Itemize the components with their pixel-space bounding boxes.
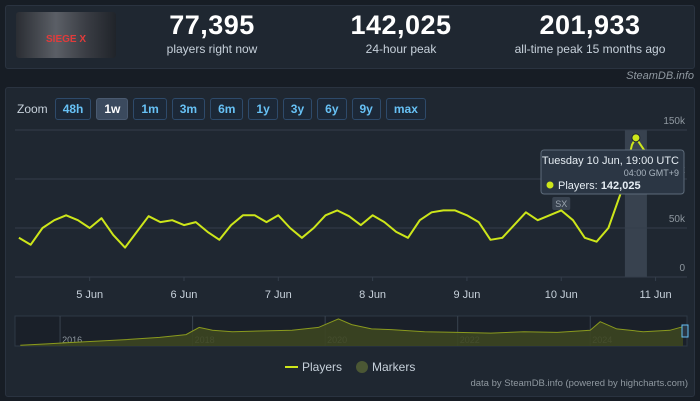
zoom-button[interactable]: 48h <box>54 98 92 120</box>
y-tick-label: 0 <box>679 263 685 274</box>
zoom-label: Zoom <box>17 102 48 116</box>
tooltip-swatch <box>546 181 554 189</box>
stat-label: all-time peak 15 months ago <box>514 42 666 56</box>
y-tick-label: 50k <box>669 214 686 225</box>
tooltip-title: Tuesday 10 Jun, 19:00 UTC <box>542 155 679 167</box>
x-tick-label: 5 Jun <box>76 289 103 301</box>
x-tick-label: 11 Jun <box>639 289 671 301</box>
zoom-button[interactable]: 3y <box>282 98 313 120</box>
stat-value: 201,933 <box>539 10 641 40</box>
legend-label: Markers <box>372 360 415 374</box>
zoom-button[interactable]: 1w <box>96 98 129 120</box>
source-link[interactable]: SteamDB.info <box>626 70 694 82</box>
x-tick-label: 8 Jun <box>359 289 386 301</box>
tooltip-box <box>540 149 685 195</box>
tooltip-row: Players: 142,025 <box>558 180 641 192</box>
hover-point <box>631 133 641 143</box>
zoom-button[interactable]: 6y <box>317 98 347 120</box>
zoom-button[interactable]: max <box>385 98 426 120</box>
zoom-button[interactable]: 3m <box>171 98 206 120</box>
tooltip-label: Players: <box>558 180 598 192</box>
marker-label: SX <box>555 199 567 209</box>
marker-flag <box>552 197 571 210</box>
stat-label: players right now <box>166 42 258 56</box>
navigator-handle <box>681 324 689 338</box>
stat: 201,933 all-time peak 15 months ago <box>495 10 685 56</box>
stat: 142,025 24-hour peak <box>306 10 496 56</box>
players-line <box>18 136 680 249</box>
zoom-button[interactable]: 9y <box>351 98 381 120</box>
zoom-button[interactable]: 1m <box>133 98 167 120</box>
stat-label: 24-hour peak <box>365 42 437 56</box>
legend-swatch <box>356 361 368 373</box>
navigator-tick-label: 2016 <box>62 335 82 345</box>
zoom-button[interactable]: 6m <box>210 98 244 120</box>
x-tick-label: 6 Jun <box>171 289 198 301</box>
x-tick-label: 7 Jun <box>265 289 292 301</box>
navigator-area <box>20 318 684 346</box>
zoom-button[interactable]: 1y <box>248 98 278 120</box>
tooltip-value: 142,025 <box>601 180 641 192</box>
stat-value: 142,025 <box>350 10 452 40</box>
tooltip-subtitle: 04:00 GMT+9 <box>624 168 679 178</box>
credit: data by SteamDB.info (powered by highcha… <box>470 378 688 389</box>
stats-card <box>5 5 695 69</box>
x-tick-label: 10 Jun <box>545 289 578 301</box>
legend-label: Players <box>302 360 342 374</box>
zoom-bar: Zoom 48h 1w 1m 3m 6m 1y 3y 6y 9y max <box>17 98 426 120</box>
y-tick-label: 150k <box>663 116 686 127</box>
x-tick-label: 9 Jun <box>453 289 480 301</box>
game-thumbnail: SIEGE X <box>16 12 116 58</box>
stat: 77,395 players right now <box>117 10 307 56</box>
thumbnail-text: SIEGE X <box>46 34 87 45</box>
navigator-line <box>20 318 684 346</box>
stat-value: 77,395 <box>169 10 255 40</box>
